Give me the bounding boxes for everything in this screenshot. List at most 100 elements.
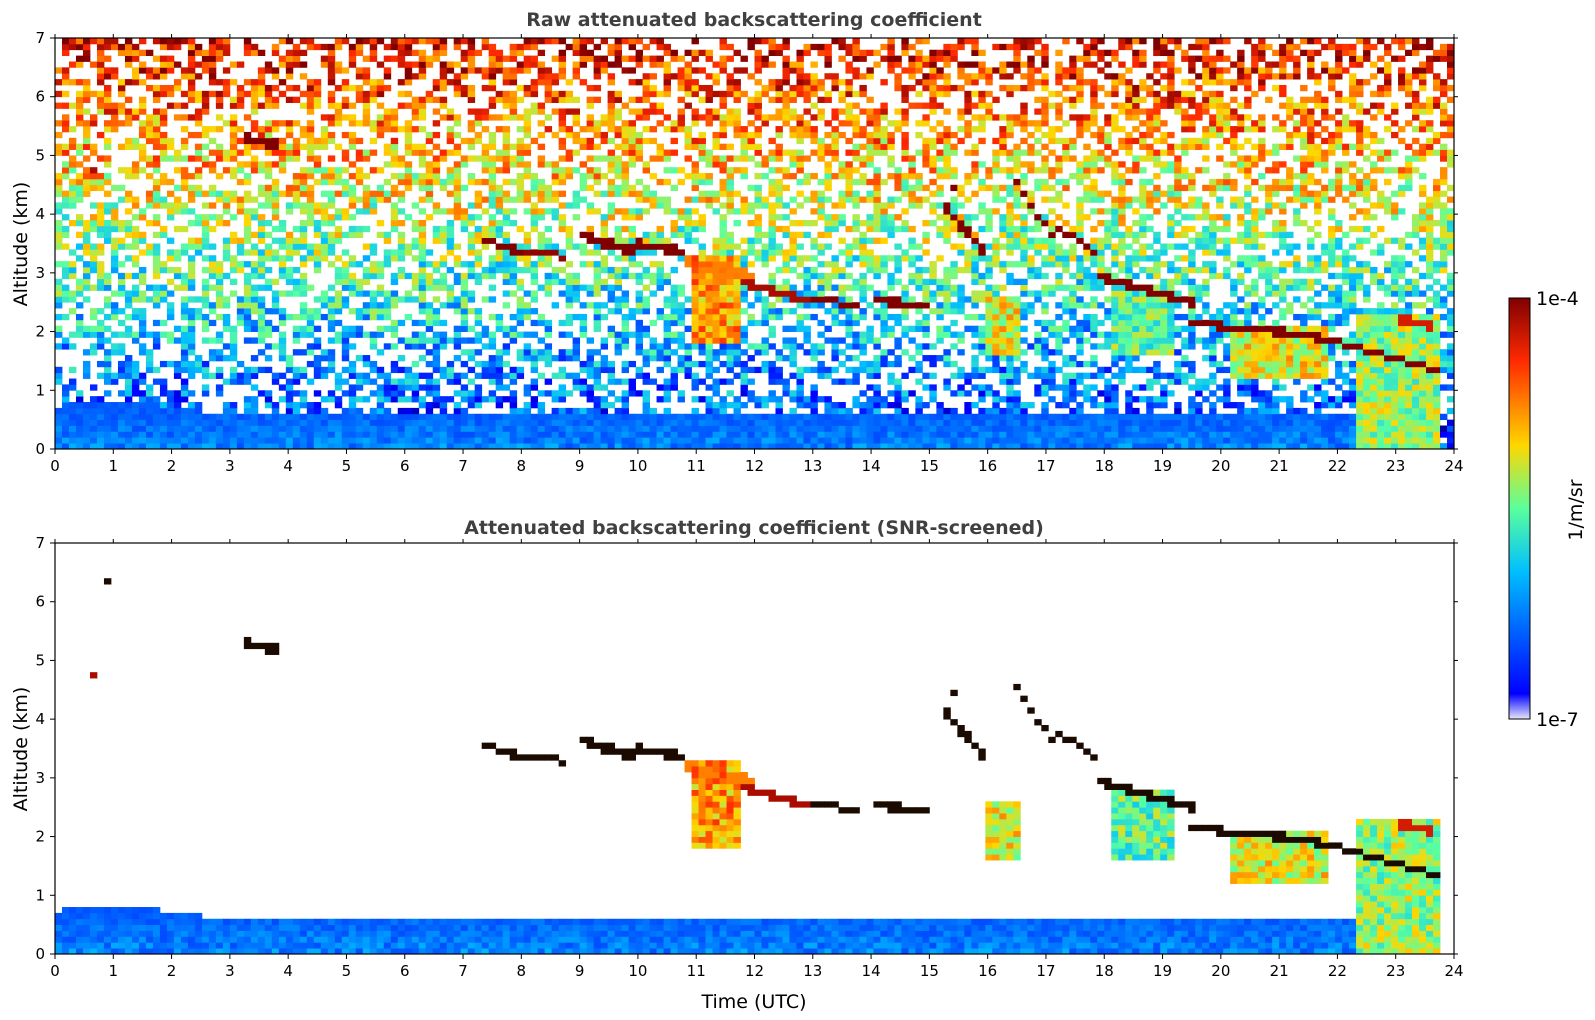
heatmap-cell: [495, 96, 504, 103]
heatmap-cell: [719, 313, 727, 321]
heatmap-cell: [586, 84, 595, 92]
heatmap-cell: [264, 202, 273, 209]
heatmap-cell: [733, 343, 741, 350]
heatmap-cell: [817, 214, 825, 221]
heatmap-cell: [565, 372, 574, 379]
heatmap-cell: [565, 96, 574, 103]
heatmap-cell: [481, 243, 490, 250]
heatmap-cell: [250, 108, 259, 115]
heatmap-cell: [544, 355, 553, 362]
heatmap-cell: [691, 38, 699, 45]
heatmap-cell: [705, 343, 713, 350]
heatmap-cell: [852, 402, 860, 409]
heatmap-cell: [754, 190, 762, 197]
heatmap-cell: [761, 120, 769, 127]
heatmap-cell: [621, 190, 629, 197]
heatmap-cell: [873, 343, 881, 350]
heatmap-cell: [250, 413, 259, 421]
heatmap-cell: [831, 173, 839, 180]
heatmap-cell: [474, 337, 483, 344]
heatmap-cell: [502, 167, 511, 174]
heatmap-cell: [327, 349, 336, 356]
heatmap-cell: [852, 178, 860, 186]
heatmap-cell: [271, 437, 280, 444]
heatmap-cell: [439, 319, 448, 327]
heatmap-cell: [838, 443, 846, 449]
heatmap-cell: [215, 296, 224, 303]
heatmap-cell: [439, 184, 448, 192]
heatmap-cell: [439, 372, 448, 379]
heatmap-cell: [558, 278, 567, 285]
heatmap-cell: [313, 296, 322, 303]
heatmap-cell: [803, 278, 811, 285]
heatmap-cell: [55, 173, 63, 180]
heatmap-cell: [838, 90, 846, 98]
heatmap-cell: [607, 366, 616, 374]
heatmap-cell: [481, 413, 490, 421]
heatmap-cell: [845, 178, 853, 186]
heatmap-cell: [250, 137, 259, 145]
heatmap-cell: [173, 61, 182, 68]
heatmap-cell: [418, 243, 427, 250]
heatmap-cell: [348, 419, 357, 426]
heatmap-cell: [124, 360, 133, 368]
heatmap-cell: [306, 96, 315, 103]
heatmap-cell: [404, 161, 413, 168]
heatmap-cell: [677, 366, 685, 374]
heatmap-cell: [523, 390, 532, 397]
heatmap-cell: [691, 220, 699, 227]
heatmap-cell: [628, 155, 636, 162]
heatmap-cell: [299, 131, 308, 139]
heatmap-cell: [369, 79, 378, 86]
heatmap-cell: [215, 425, 224, 432]
heatmap-cell: [817, 231, 825, 239]
heatmap-cell: [460, 225, 469, 233]
heatmap-cell: [404, 343, 413, 350]
heatmap-cell: [215, 355, 224, 362]
heatmap-cell: [180, 225, 189, 233]
heatmap-cell: [551, 419, 560, 426]
heatmap-cell: [432, 202, 441, 209]
heatmap-cell: [418, 261, 427, 268]
heatmap-cell: [460, 272, 469, 280]
heatmap-cell: [579, 173, 588, 180]
heatmap-cell: [628, 131, 636, 139]
heatmap-cell: [495, 349, 504, 356]
heatmap-cell: [565, 302, 574, 309]
heatmap-cell: [880, 349, 888, 356]
heatmap-cell: [299, 425, 308, 432]
heatmap-cell: [418, 196, 427, 203]
heatmap-cell: [803, 178, 811, 186]
heatmap-cell: [215, 419, 224, 426]
heatmap-cell: [362, 173, 371, 180]
heatmap-cell: [439, 272, 448, 280]
heatmap-cell: [180, 143, 189, 150]
heatmap-cell: [82, 349, 91, 356]
heatmap-cell: [138, 431, 147, 438]
heatmap-cell: [824, 243, 832, 250]
heatmap-cell: [733, 372, 741, 379]
heatmap-cell: [852, 38, 860, 45]
heatmap-cell: [355, 149, 364, 156]
heatmap-cell: [607, 308, 616, 315]
heatmap-cell: [810, 73, 818, 80]
heatmap-cell: [509, 278, 518, 285]
heatmap-cell: [530, 378, 539, 385]
heatmap-cell: [537, 402, 546, 409]
heatmap-cell: [740, 437, 748, 444]
heatmap-cell: [621, 319, 629, 327]
heatmap-cell: [789, 108, 797, 115]
heatmap-cell: [236, 296, 245, 303]
heatmap-cell: [495, 360, 504, 368]
heatmap-cell: [68, 266, 77, 274]
heatmap-cell: [61, 396, 70, 403]
heatmap-cell: [824, 425, 832, 432]
heatmap-cell: [418, 249, 427, 256]
heatmap-cell: [712, 249, 720, 256]
heatmap-cell: [621, 266, 629, 274]
heatmap-cell: [243, 249, 252, 256]
heatmap-cell: [593, 302, 602, 309]
heatmap-cell: [348, 402, 357, 409]
heatmap-cell: [740, 325, 748, 332]
heatmap-cell: [215, 266, 224, 274]
